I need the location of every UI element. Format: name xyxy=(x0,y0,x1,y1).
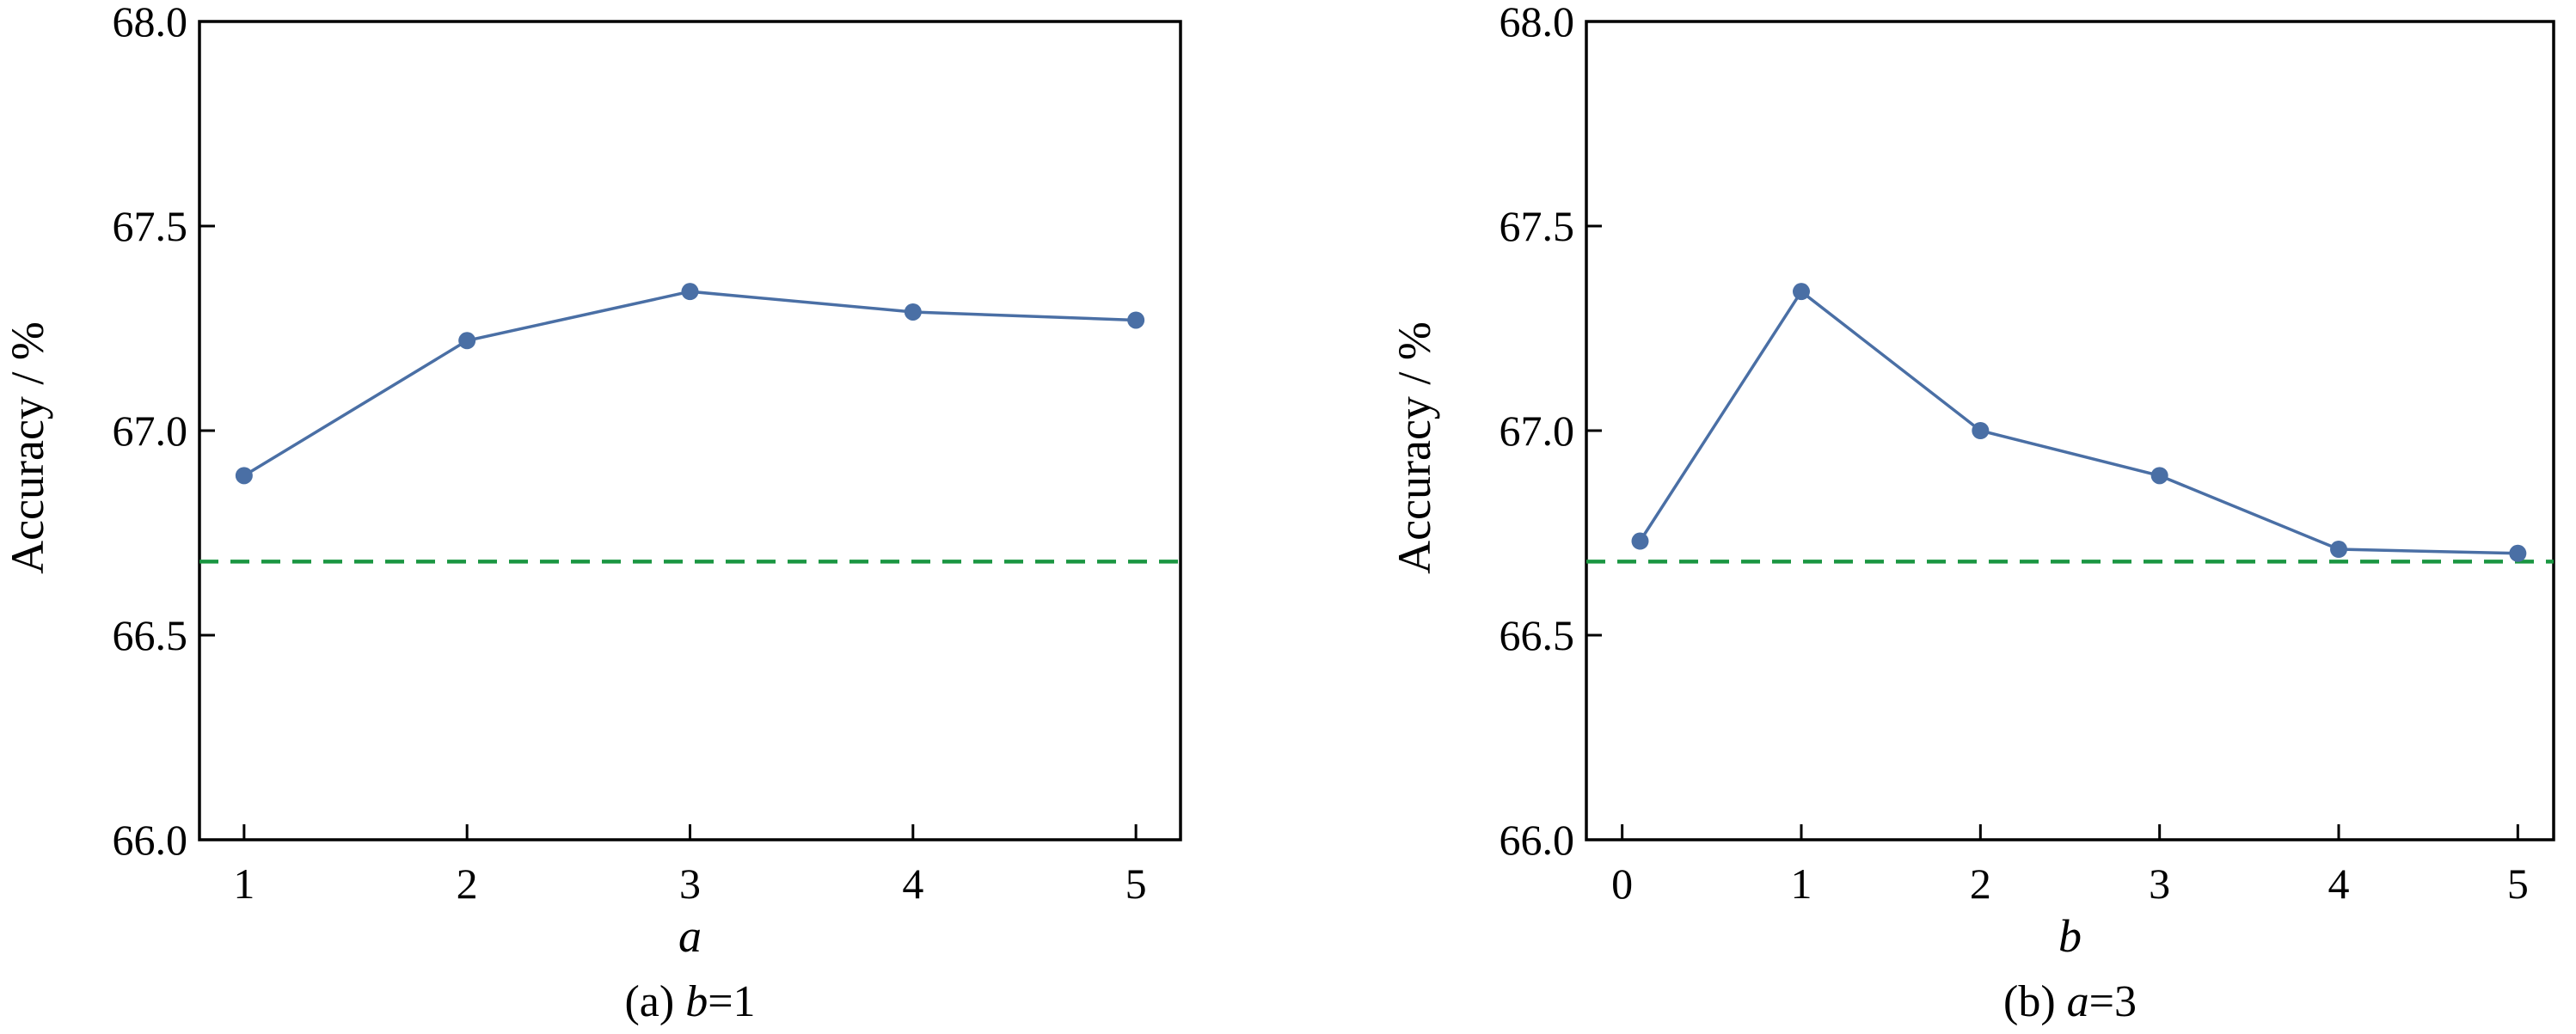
y-tick-label-b-3: 67.5 xyxy=(1500,202,1575,250)
x-axis-label-b: b xyxy=(2058,910,2082,962)
y-tick-label-b-1: 66.5 xyxy=(1500,611,1575,659)
x-tick-label-a-1: 2 xyxy=(457,860,478,908)
plot-frame-a xyxy=(198,20,1182,841)
data-point-a-1 xyxy=(458,332,476,350)
x-tick-label-a-3: 4 xyxy=(902,860,923,908)
data-point-b-5 xyxy=(2509,544,2527,562)
x-tick-label-b-0: 0 xyxy=(1611,860,1633,908)
x-tick-label-b-4: 4 xyxy=(2328,860,2350,908)
caption-suffix-b: =3 xyxy=(2089,977,2137,1026)
series-line-b-0 xyxy=(1639,289,2518,555)
x-tick-label-b-2: 2 xyxy=(1970,860,1991,908)
y-tick-label-a-2: 67.0 xyxy=(113,407,188,455)
y-tick-label-b-4: 68.0 xyxy=(1500,0,1575,46)
caption-prefix-a: (a) xyxy=(624,977,685,1026)
plot-frame-b xyxy=(1585,20,2555,841)
panel-b: 66.0 66.5 67.0 67.5 68.0 0 1 2 3 4 5 Accuracy / % b (… xyxy=(1389,0,2555,1026)
data-point-b-4 xyxy=(2330,541,2347,559)
data-point-a-2 xyxy=(681,283,699,301)
caption-b: (b) a=3 xyxy=(2003,977,2137,1026)
caption-a: (a) b=1 xyxy=(624,977,755,1026)
data-point-b-0 xyxy=(1631,532,1649,550)
data-point-b-3 xyxy=(2150,467,2168,485)
y-tick-label-a-0: 66.0 xyxy=(113,816,188,864)
data-point-a-4 xyxy=(1127,311,1145,329)
caption-var-a: b xyxy=(685,977,708,1026)
x-tick-label-b-5: 5 xyxy=(2507,860,2529,908)
x-tick-label-b-3: 3 xyxy=(2149,860,2170,908)
caption-suffix-a: =1 xyxy=(708,977,755,1026)
series-line-a-0 xyxy=(242,290,1137,477)
data-point-b-1 xyxy=(1793,283,1810,301)
y-tick-label-b-0: 66.0 xyxy=(1500,816,1575,864)
x-tick-label-a-2: 3 xyxy=(679,860,701,908)
y-tick-label-a-1: 66.5 xyxy=(113,611,188,659)
y-axis-label-b: Accuracy / % xyxy=(1389,321,1440,574)
panel-a: 66.0 66.5 67.0 67.5 68.0 1 2 3 4 5 Accuracy / % a (a… xyxy=(2,0,1182,1026)
x-axis-label-a: a xyxy=(678,910,702,962)
data-point-b-2 xyxy=(1972,422,1990,439)
data-point-a-0 xyxy=(235,467,253,485)
x-tick-label-a-4: 5 xyxy=(1125,860,1147,908)
caption-var-b: a xyxy=(2067,977,2089,1026)
y-tick-label-b-2: 67.0 xyxy=(1500,407,1575,455)
x-tick-label-a-0: 1 xyxy=(233,860,255,908)
y-axis-label-a: Accuracy / % xyxy=(2,321,53,574)
y-tick-label-a-3: 67.5 xyxy=(113,202,188,250)
x-tick-label-b-1: 1 xyxy=(1791,860,1812,908)
caption-prefix-b: (b) xyxy=(2003,977,2067,1026)
data-point-a-3 xyxy=(904,303,922,321)
y-tick-label-a-4: 68.0 xyxy=(113,0,188,46)
